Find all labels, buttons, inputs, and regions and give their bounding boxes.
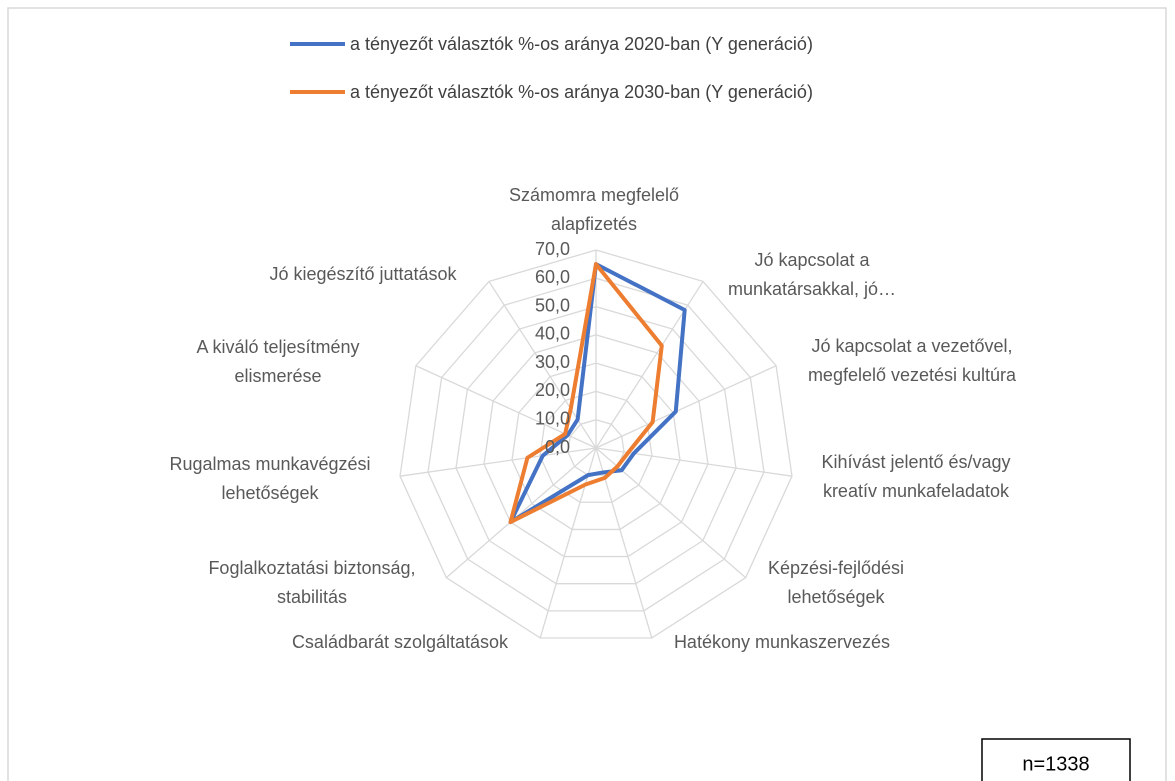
category-label: Kihívást jelentő és/vagy [821,452,1010,472]
category-label: stabilitás [277,587,347,607]
category-label: lehetőségek [221,483,319,503]
category-label: Rugalmas munkavégzési [169,454,370,474]
category-label: Jó kapcsolat a vezetővel, [811,336,1012,356]
r-tick-label: 0,0 [545,437,570,457]
annotation: n=1338 [1022,753,1089,775]
category-label: elismerése [234,366,321,386]
grid-ring [511,362,681,531]
category-label: munkatársakkal, jó… [728,279,896,299]
r-tick-label: 70,0 [535,239,570,259]
category-label: Képzési-fejlődési [768,558,904,578]
chart-border [7,7,1167,781]
r-tick-label: 10,0 [535,408,570,428]
category-label: Foglalkoztatási biztonság, [208,558,415,578]
category-label: alapfizetés [551,214,637,234]
series-line [508,262,687,525]
grid-ring [455,305,737,585]
grid-ring [427,277,765,612]
category-label: Jó kapcsolat a [754,250,870,270]
r-tick-label: 30,0 [535,352,570,372]
r-tick-label: 40,0 [535,324,570,344]
category-label: lehetőségek [787,587,885,607]
annotation-box [981,738,1131,781]
spoke [539,447,597,639]
category-label: Családbarát szolgáltatások [292,632,509,652]
grid-ring [483,334,709,558]
category-label: Jó kiegészítő juttatások [269,264,457,284]
category-label: Számomra megfelelő [509,185,679,205]
r-tick-label: 20,0 [535,380,570,400]
category-label: A kiváló teljesítmény [196,337,359,357]
category-label: Hatékony munkaszervezés [674,632,890,652]
grid-ring [539,390,653,503]
category-label: kreatív munkafeladatok [823,481,1010,501]
r-tick-label: 60,0 [535,267,570,287]
series-line [508,262,664,525]
grid-ring [399,249,793,639]
category-label: megfelelő vezetési kultúra [808,365,1017,385]
r-tick-label: 50,0 [535,295,570,315]
spoke [399,447,597,477]
spoke [445,447,597,579]
legend-label: a tényezőt választók %-os aránya 2030-ba… [350,82,813,102]
spoke [595,365,777,449]
legend-label: a tényezőt választók %-os aránya 2020-ba… [350,34,813,54]
